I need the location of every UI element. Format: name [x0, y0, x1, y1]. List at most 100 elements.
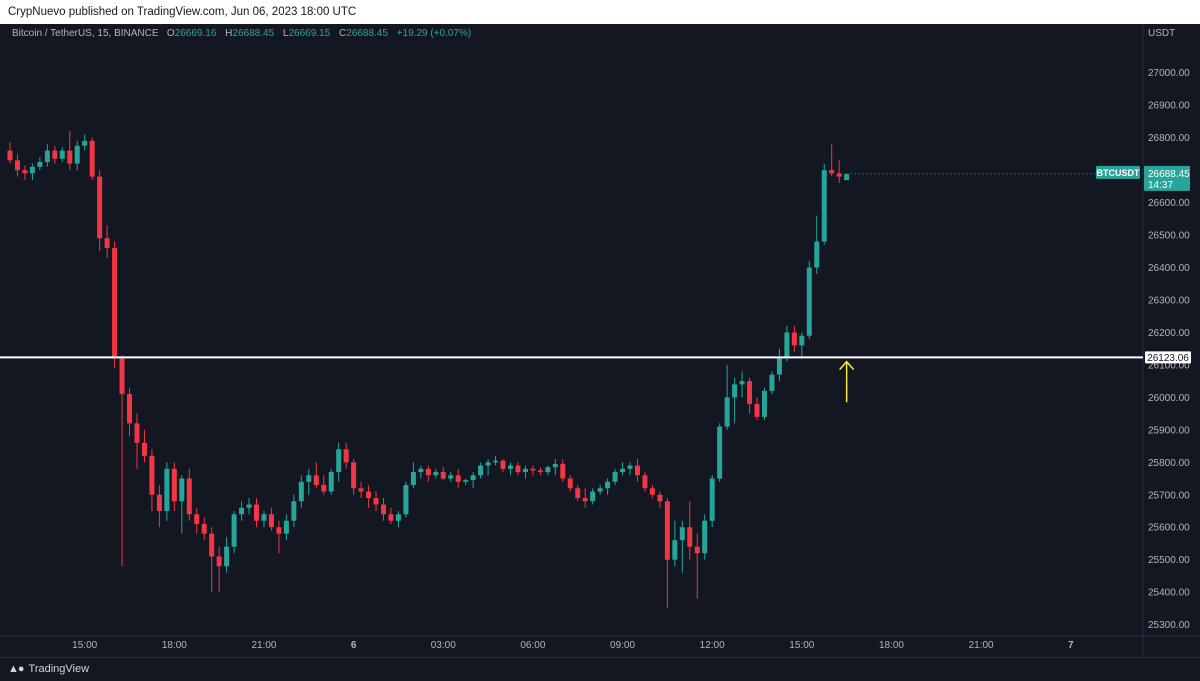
candle-body: [672, 540, 678, 560]
candle-body: [507, 465, 513, 469]
ohlc-legend: Bitcoin / TetherUS, 15, BINANCE O 26669.1…: [12, 28, 477, 39]
candle-body: [470, 475, 476, 481]
y-tick-label: 26200.00: [1148, 328, 1190, 339]
open-label: O: [166, 28, 175, 39]
candle-body: [141, 442, 147, 456]
candle-body: [545, 467, 551, 473]
candle-body: [769, 374, 775, 391]
change-value: +19.29 (+0.07%): [396, 28, 472, 39]
candle-body: [298, 481, 304, 502]
candle-body: [664, 501, 670, 560]
high-label: H: [225, 28, 233, 39]
x-tick-label: 15:00: [72, 640, 97, 651]
candle-body: [97, 176, 103, 239]
candle-body: [747, 381, 753, 404]
tradingview-logo-icon: ▲●: [8, 663, 25, 675]
x-tick-label: 03:00: [431, 640, 456, 651]
candle-body: [821, 170, 827, 242]
candle-body: [306, 475, 312, 482]
close-value: 26688.45: [346, 28, 388, 39]
support-line-price-label: 26123.06: [1147, 353, 1189, 364]
candle-body: [649, 488, 655, 495]
candle-body: [201, 523, 207, 534]
candle-body: [552, 463, 558, 468]
published-header: CrypNuevo published on TradingView.com, …: [0, 0, 1200, 24]
candle-body: [67, 150, 73, 164]
candle-body: [739, 381, 745, 385]
y-tick-label: 25400.00: [1148, 588, 1190, 599]
candle-body: [119, 358, 125, 395]
candle-body: [478, 465, 484, 476]
support-line-price-tag: [1145, 351, 1191, 364]
candle-body: [799, 335, 805, 346]
candle-body: [186, 478, 192, 515]
x-tick-label: 15:00: [789, 640, 814, 651]
x-tick-label: 09:00: [610, 640, 635, 651]
annotation-arrow-head: [839, 360, 855, 371]
candle-body: [22, 170, 28, 174]
candle-body: [44, 150, 50, 162]
candle-body: [784, 332, 790, 359]
candle-body: [74, 145, 80, 164]
candle-body: [620, 468, 626, 473]
candle-body: [694, 546, 700, 554]
candle-body: [321, 485, 327, 492]
candle-body: [844, 173, 850, 181]
y-tick-label: 25700.00: [1148, 490, 1190, 501]
candle-body: [209, 533, 215, 557]
candle-body: [149, 455, 155, 495]
candle-body: [448, 475, 454, 479]
y-tick-label: 25900.00: [1148, 425, 1190, 436]
footer-bar: ▲● TradingView: [0, 657, 1200, 681]
candle-body: [425, 468, 431, 476]
candle-body: [440, 472, 446, 479]
candle-body: [612, 472, 618, 482]
candle-body: [776, 358, 782, 375]
candle-body: [485, 462, 491, 466]
y-tick-label: 26500.00: [1148, 231, 1190, 242]
candle-body: [605, 481, 611, 489]
candle-body: [156, 494, 162, 512]
candle-body: [52, 150, 58, 159]
y-tick-label: 25300.00: [1148, 620, 1190, 631]
candle-body: [709, 478, 715, 521]
high-value: 26688.45: [232, 28, 275, 39]
low-label: L: [282, 28, 289, 39]
last-price-value: 26688.45: [1148, 169, 1190, 180]
candle-body: [239, 507, 245, 515]
candle-body: [702, 520, 708, 554]
candle-body: [37, 161, 43, 167]
candle-body: [567, 478, 573, 489]
x-tick-label: 21:00: [251, 640, 276, 651]
candle-body: [493, 460, 499, 463]
candle-body: [590, 491, 596, 502]
y-tick-label: 26100.00: [1148, 360, 1190, 371]
candle-body: [59, 150, 65, 159]
published-text: CrypNuevo published on TradingView.com, …: [8, 6, 357, 18]
candle-body: [254, 504, 260, 521]
chart-area[interactable]: 27000.0026900.0026800.0026700.0026600.00…: [0, 24, 1200, 657]
low-value: 26669.15: [288, 28, 331, 39]
symbol-label: Bitcoin / TetherUS, 15, BINANCE: [12, 28, 159, 39]
candle-body: [29, 166, 35, 174]
candle-body: [724, 397, 730, 427]
currency-label: USDT: [1148, 28, 1176, 39]
candle-body: [530, 468, 536, 471]
candle-body: [268, 514, 274, 528]
x-tick-label: 12:00: [700, 640, 725, 651]
candle-body: [246, 504, 252, 508]
candle-body: [164, 468, 170, 512]
y-tick-label: 27000.00: [1148, 68, 1190, 79]
candle-body: [537, 470, 543, 473]
candle-body: [627, 465, 633, 469]
candle-body: [433, 472, 439, 476]
candle-body: [358, 488, 364, 492]
candle-body: [791, 332, 797, 346]
price-chart[interactable]: 27000.0026900.0026800.0026700.0026600.00…: [0, 24, 1200, 657]
candle-body: [522, 468, 528, 473]
candle-body: [89, 140, 95, 177]
tradingview-logo[interactable]: ▲● TradingView: [8, 663, 89, 675]
candle-body: [216, 556, 222, 567]
last-price-tag: [1144, 165, 1190, 191]
candle-body: [761, 390, 767, 417]
